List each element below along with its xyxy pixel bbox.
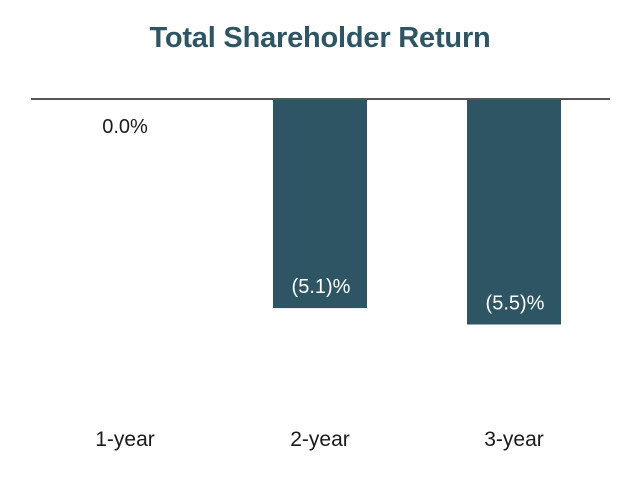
category-ticks: 1-year 2-year 3-year bbox=[95, 428, 544, 451]
x-tick-label-2-year: 2-year bbox=[290, 428, 350, 451]
data-label-1-year: 0.0% bbox=[102, 116, 148, 138]
data-label-2-year: (5.1)% bbox=[292, 276, 351, 298]
bar-3-year bbox=[467, 99, 561, 325]
chart-title: Total Shareholder Return bbox=[149, 22, 491, 54]
data-label-3-year: (5.5)% bbox=[486, 293, 545, 315]
x-tick-label-1-year: 1-year bbox=[95, 428, 155, 451]
x-tick-label-3-year: 3-year bbox=[484, 428, 544, 451]
bars-layer bbox=[273, 99, 561, 325]
labels-layer: 0.0% (5.1)% (5.5)% bbox=[102, 116, 544, 315]
bar-2-year bbox=[273, 99, 367, 309]
